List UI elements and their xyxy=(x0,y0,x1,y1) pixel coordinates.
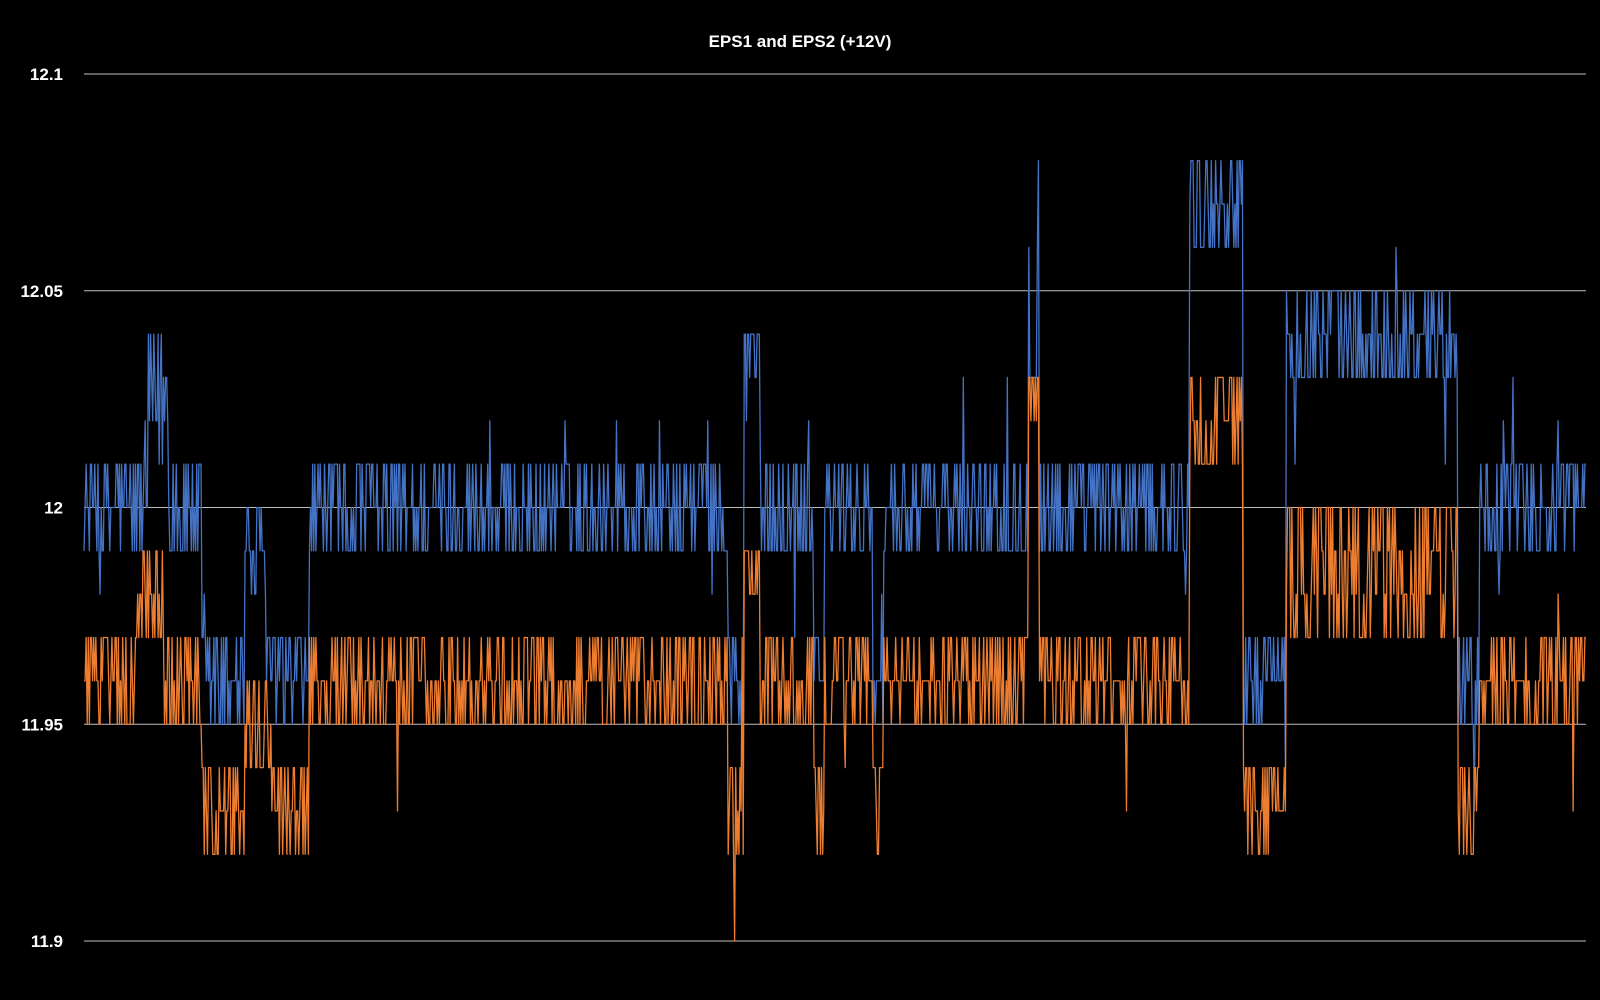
y-axis-tick-labels: 12.1 12.05 12 11.95 11.9 xyxy=(20,65,63,951)
series-line-orange xyxy=(84,376,1586,942)
y-tick-label: 12.1 xyxy=(30,65,63,84)
series-line-blue xyxy=(83,160,1586,812)
y-tick-label: 12.05 xyxy=(20,282,63,301)
series-group xyxy=(83,160,1586,942)
y-tick-label: 11.9 xyxy=(31,932,63,951)
y-tick-label: 11.95 xyxy=(21,715,63,734)
y-tick-label: 12 xyxy=(44,499,63,518)
chart-title: EPS1 and EPS2 (+12V) xyxy=(709,32,892,51)
